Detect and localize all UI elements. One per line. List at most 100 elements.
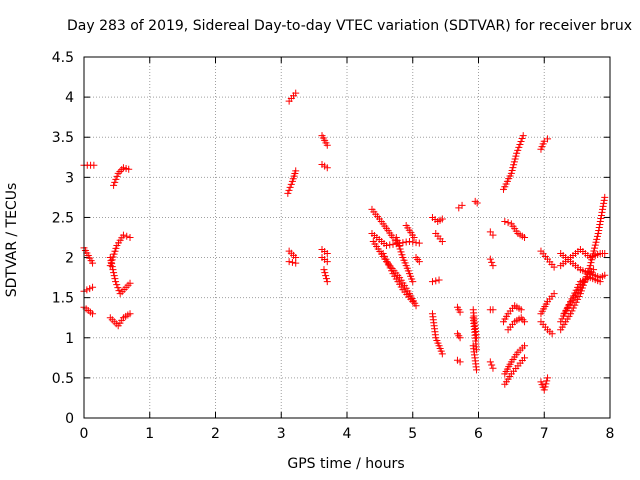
data-point [489, 364, 497, 372]
data-point [399, 239, 407, 247]
data-point [507, 169, 515, 177]
data-point [438, 238, 446, 246]
data-point [287, 180, 295, 188]
data-point [126, 234, 134, 241]
data-point [86, 285, 94, 293]
data-point [389, 240, 397, 248]
data-point [486, 255, 494, 263]
x-tick-label: 0 [80, 426, 89, 442]
data-point [89, 259, 97, 267]
data-point [510, 158, 518, 166]
data-point [473, 366, 481, 374]
data-point [601, 271, 609, 279]
y-tick-label: 0.5 [52, 371, 74, 387]
data-point [597, 214, 605, 222]
x-tick-label: 2 [211, 426, 220, 442]
data-point [513, 149, 521, 157]
data-point [516, 140, 524, 148]
data-point [113, 281, 121, 289]
data-point [456, 334, 464, 342]
data-point [386, 264, 394, 272]
data-point [292, 259, 300, 267]
data-point [541, 383, 549, 391]
data-point [521, 354, 529, 362]
data-point [123, 232, 131, 240]
data-point [379, 250, 387, 258]
data-point [596, 220, 604, 228]
data-point [286, 183, 294, 191]
data-point [385, 261, 393, 269]
data-point [90, 161, 98, 169]
data-point [111, 178, 119, 186]
data-point [587, 259, 595, 267]
data-point [396, 245, 404, 253]
x-tick-label: 1 [145, 426, 154, 442]
data-point [409, 278, 417, 286]
data-point [112, 278, 120, 286]
data-point [323, 141, 331, 149]
plot-border [83, 56, 611, 419]
data-point [504, 219, 512, 227]
data-point [383, 258, 391, 266]
data-point [435, 276, 443, 284]
data-point [550, 263, 558, 271]
data-point [590, 247, 598, 255]
chart-title: Day 283 of 2019, Sidereal Day-to-day VTE… [0, 18, 640, 34]
data-point [323, 250, 331, 258]
x-tick-label: 8 [606, 426, 615, 442]
data-point [438, 350, 446, 358]
chart-title-text: Day 283 of 2019, Sidereal Day-to-day VTE… [66, 18, 632, 34]
data-point [517, 306, 525, 314]
data-point [108, 260, 116, 268]
y-tick-label: 3.5 [52, 130, 74, 146]
data-point [321, 269, 329, 277]
data-point [382, 255, 390, 263]
data-point [557, 318, 565, 326]
data-point [412, 239, 420, 247]
data-point [511, 155, 519, 163]
data-point [517, 138, 525, 146]
data-point [292, 89, 300, 97]
data-point [542, 380, 550, 388]
data-point [110, 272, 118, 280]
y-tick-label: 4 [65, 90, 74, 106]
data-point [568, 307, 576, 315]
data-point [285, 186, 293, 194]
y-tick-label: 3 [65, 170, 74, 186]
data-point [599, 205, 607, 213]
data-point [550, 290, 558, 298]
data-point [599, 202, 607, 210]
data-point [456, 308, 464, 316]
data-point [488, 361, 496, 369]
data-point [320, 266, 328, 274]
ticks: 0 1 2 3 4 5 6 7 8 0 0.5 1 1.5 2 2.5 3 3.5 4 4.5 [52, 50, 615, 442]
data-point [397, 248, 405, 256]
grid [84, 57, 610, 418]
data-point [110, 181, 118, 189]
data-point [415, 239, 423, 247]
data-point [543, 377, 551, 385]
data-point [108, 263, 116, 271]
data-point [126, 279, 134, 287]
y-tick-label: 2 [65, 251, 74, 267]
data-point [489, 231, 497, 239]
data-point [438, 215, 446, 223]
data-point [292, 167, 300, 175]
y-tick-label: 0 [65, 411, 74, 427]
data-point [405, 238, 413, 246]
data-point [508, 166, 516, 174]
data-point [514, 146, 522, 154]
data-point [486, 358, 494, 366]
data-point [512, 152, 520, 160]
data-point [428, 278, 436, 286]
data-point [386, 241, 394, 249]
data-point [593, 232, 601, 240]
x-axis-label: GPS time / hours [287, 456, 405, 472]
data-point [109, 266, 117, 274]
data-point [574, 295, 582, 303]
data-point [126, 310, 134, 318]
y-tick-label: 1.5 [52, 291, 74, 307]
data-point [597, 211, 605, 219]
data-point [395, 242, 403, 250]
data-point [601, 250, 609, 258]
